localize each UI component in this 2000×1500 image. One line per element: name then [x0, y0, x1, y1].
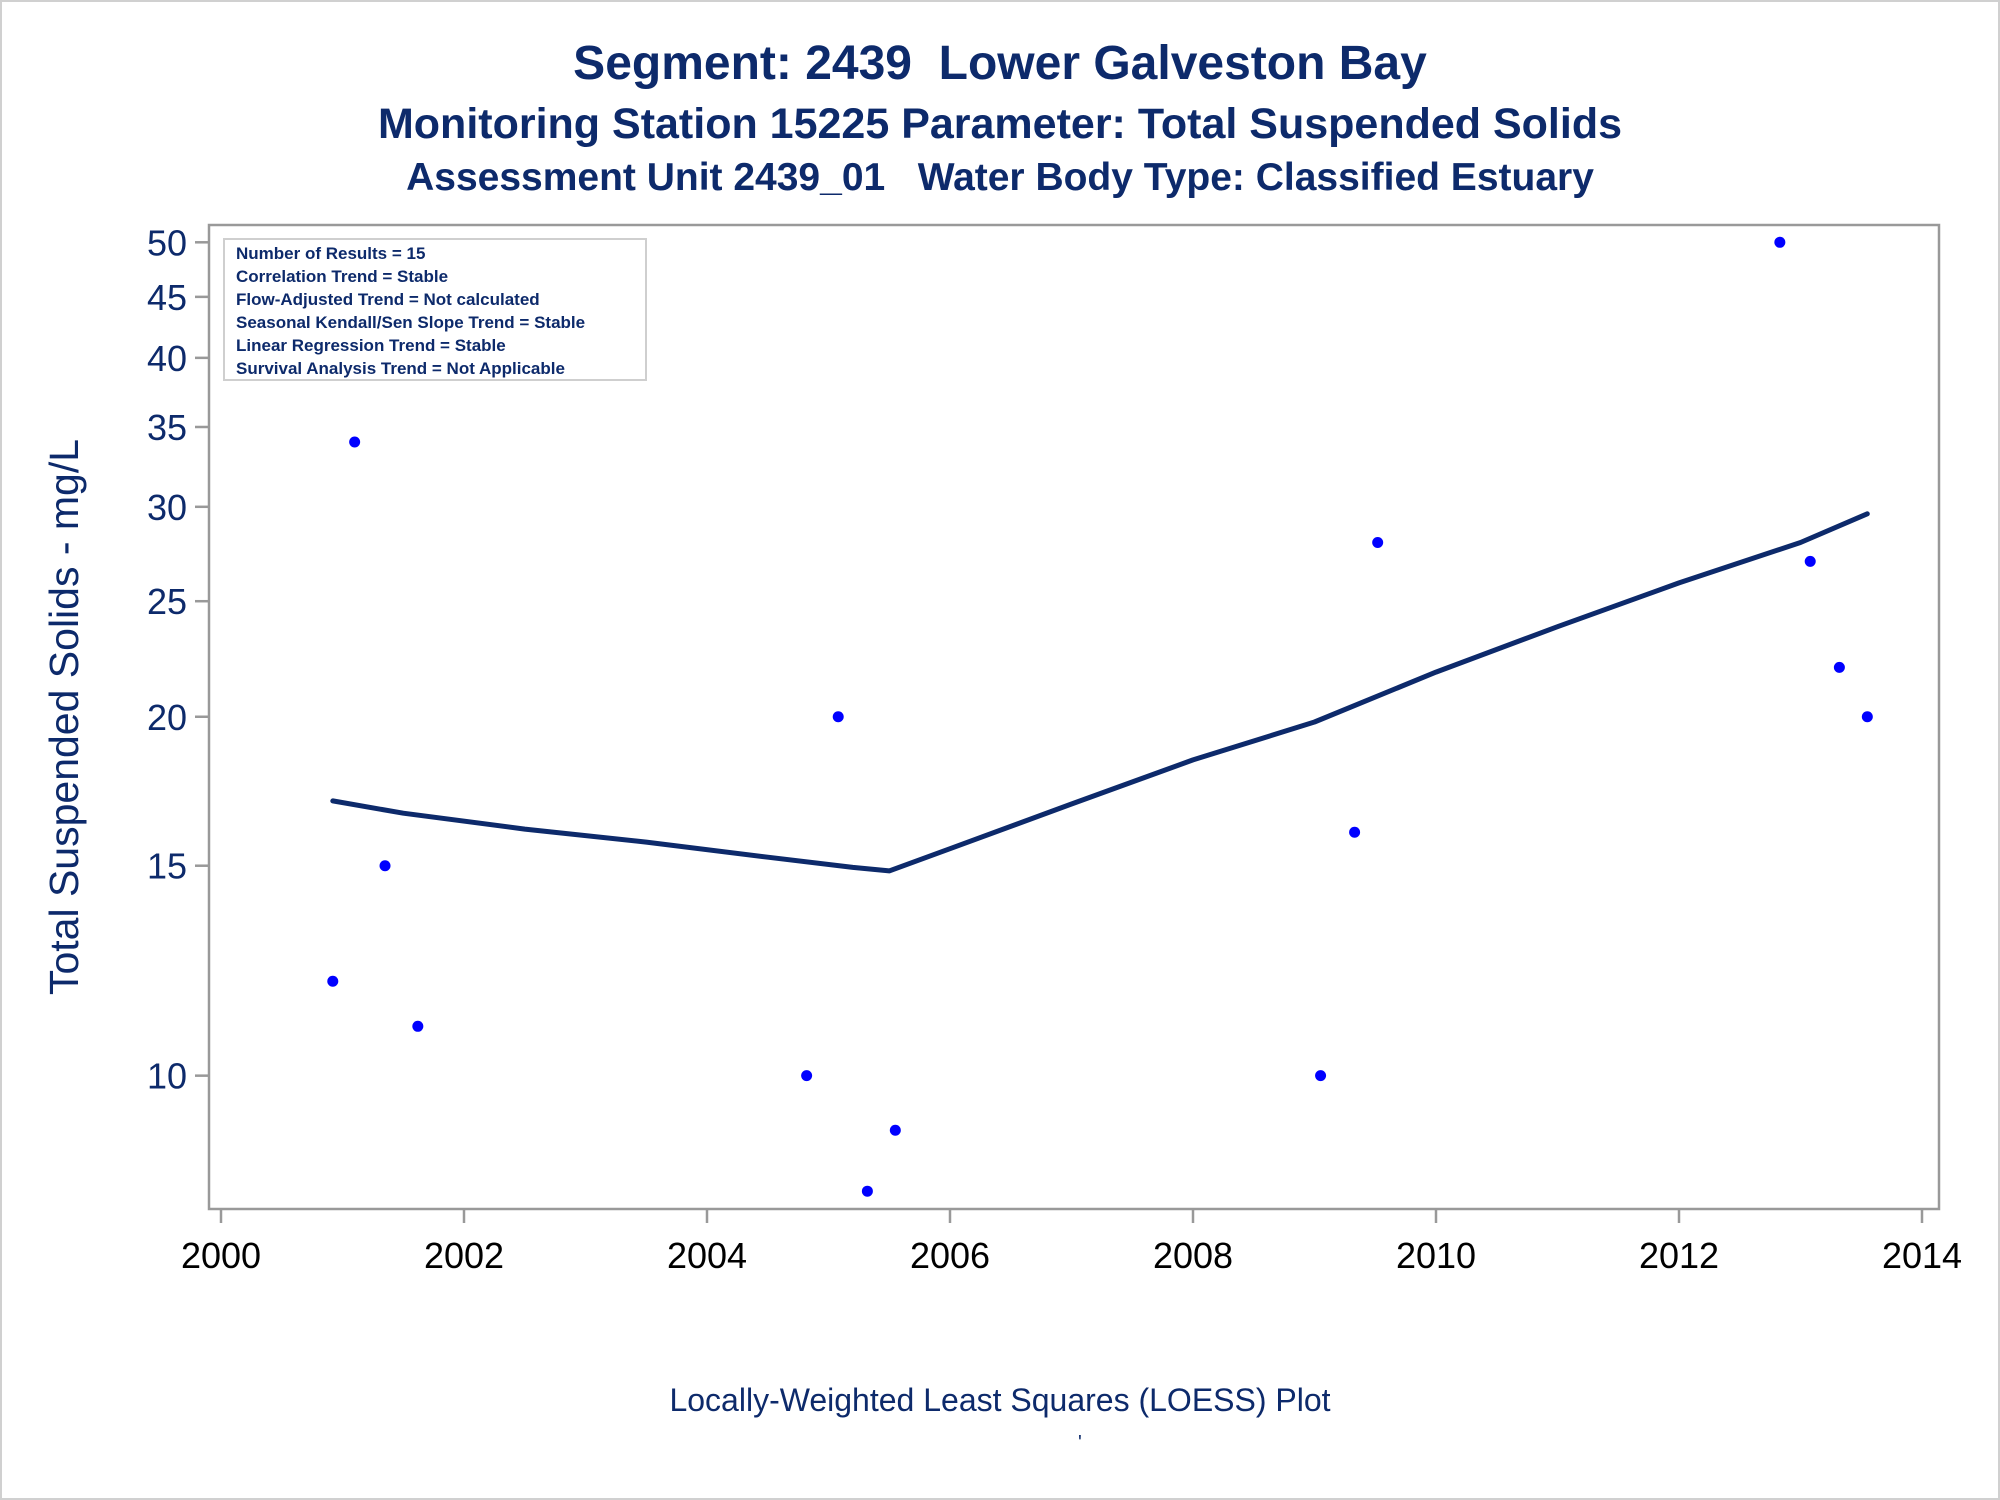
y-tick-label: 40: [147, 338, 187, 379]
chart-title: Segment: 2439 Lower Galveston Bay: [573, 37, 1427, 90]
y-tick-label: 10: [147, 1056, 187, 1097]
stats-line-linear-regression: Linear Regression Trend = Stable: [236, 336, 506, 355]
data-point: [349, 436, 361, 448]
data-point: [1833, 661, 1845, 673]
stats-legend-border: [223, 238, 647, 381]
y-tick-label: 45: [147, 277, 187, 318]
x-tick-label: 2006: [910, 1235, 990, 1276]
data-point: [1804, 555, 1816, 567]
data-point: [832, 711, 844, 723]
footnote-mark: ': [1078, 1432, 1082, 1454]
data-point: [1349, 826, 1361, 838]
stats-line-survival: Survival Analysis Trend = Not Applicable: [236, 359, 565, 378]
stats-line-flow-adjusted: Flow-Adjusted Trend = Not calculated: [236, 290, 540, 309]
x-tick-label: 2010: [1396, 1235, 1476, 1276]
loess-trend-line: [330, 511, 1870, 874]
stats-line-results: Number of Results = 15: [236, 244, 425, 263]
x-tick-label: 2004: [667, 1235, 747, 1276]
data-point: [327, 975, 339, 987]
x-tick-label: 2000: [181, 1235, 261, 1276]
data-point: [861, 1185, 873, 1197]
y-axis-label: Total Suspended Solids - mg/L: [41, 439, 87, 995]
y-tick-label: 30: [147, 487, 187, 528]
x-tick-label: 2008: [1153, 1235, 1233, 1276]
x-tick-label: 2014: [1882, 1235, 1962, 1276]
x-axis: 2000 2002 2004 2006 2008 2010 2012 2014: [181, 1209, 1962, 1276]
y-tick-label: 35: [147, 407, 187, 448]
data-points: [327, 236, 1873, 1197]
stats-legend-box: Number of Results = 15 Correlation Trend…: [223, 238, 647, 381]
x-tick-label: 2002: [424, 1235, 504, 1276]
stats-line-correlation: Correlation Trend = Stable: [236, 267, 448, 286]
data-point: [1372, 537, 1384, 549]
data-point: [1774, 236, 1786, 248]
chart-subtitle: Monitoring Station 15225 Parameter: Tota…: [377, 100, 1623, 148]
y-tick-label: 20: [147, 697, 187, 738]
y-tick-label: 15: [147, 846, 187, 887]
chart-subtitle-2: Assessment Unit 2439_01 Water Body Type:…: [406, 156, 1594, 199]
data-point: [1861, 711, 1873, 723]
data-point: [412, 1020, 424, 1032]
data-point: [801, 1070, 813, 1082]
data-point: [1315, 1070, 1327, 1082]
data-point: [379, 860, 391, 872]
chart-footnote: Locally-Weighted Least Squares (LOESS) P…: [669, 1382, 1331, 1418]
y-tick-label: 50: [147, 222, 187, 263]
y-axis: 10 15 20 25 30 35 40 45 50: [147, 222, 209, 1097]
x-tick-label: 2012: [1639, 1235, 1719, 1276]
stats-line-seasonal-kendall: Seasonal Kendall/Sen Slope Trend = Stabl…: [236, 313, 585, 332]
y-tick-label: 25: [147, 581, 187, 622]
data-point: [889, 1124, 901, 1136]
